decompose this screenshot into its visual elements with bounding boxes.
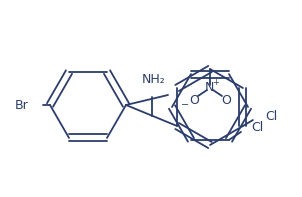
Text: O: O: [221, 94, 231, 107]
Text: N: N: [204, 81, 214, 94]
Text: +: +: [213, 77, 220, 86]
Text: Cl: Cl: [251, 121, 263, 134]
Text: O: O: [189, 94, 199, 107]
Text: Cl: Cl: [265, 110, 277, 123]
Text: NH₂: NH₂: [142, 72, 165, 85]
Text: −: −: [181, 100, 189, 110]
Text: Br: Br: [15, 98, 29, 112]
